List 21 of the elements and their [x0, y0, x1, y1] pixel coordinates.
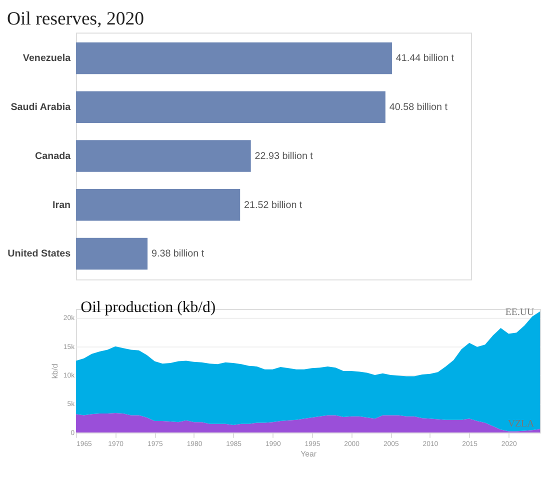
y-tick-label: Saudi Arabia	[10, 102, 72, 114]
series-label: EE.UU	[505, 306, 534, 318]
bar	[76, 238, 148, 270]
data-label: 21.52 billion t	[244, 200, 302, 211]
data-label: 22.93 billion t	[254, 150, 314, 162]
bar	[76, 188, 240, 221]
data-label: 40.58 billion t	[389, 102, 448, 114]
chart-title: Oil production (kb/d)	[80, 299, 216, 316]
series-label: VZLA	[508, 418, 536, 430]
y-tick-label: Canada	[34, 150, 72, 162]
bar	[76, 140, 251, 172]
y-tick-label: Venezuela	[22, 53, 72, 64]
data-label: 9.38 billion t	[151, 248, 204, 260]
y-axis-title: kb/d	[50, 364, 60, 379]
bar	[76, 91, 386, 124]
y-tick-label: Iran	[52, 200, 71, 211]
data-label: 41.44 billion t	[396, 53, 454, 64]
y-tick-label: United States	[8, 248, 72, 260]
bar	[76, 42, 392, 74]
x-axis-title: Year	[300, 450, 317, 459]
chart-title: Oil reserves, 2020	[7, 8, 144, 30]
